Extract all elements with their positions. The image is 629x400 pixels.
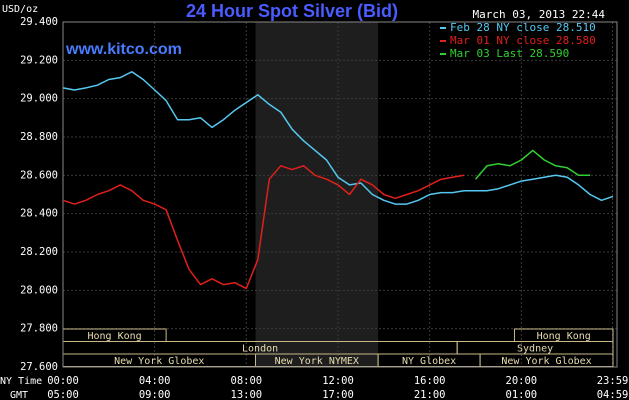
y-tick-label: 27.800 <box>20 323 58 335</box>
session-label: Sydney <box>517 343 553 354</box>
session-label: NY Globex <box>402 356 456 367</box>
y-tick-label: 28.800 <box>20 131 58 143</box>
x-row-label: NY Time <box>0 376 42 387</box>
x-tick-label: 16:00 <box>414 375 446 387</box>
plot-frame <box>62 21 618 368</box>
session-label: Hong Kong <box>87 331 141 342</box>
x2-tick-label: 17:00 <box>322 389 354 400</box>
legend-label: Mar 01 NY close 28.580 <box>450 34 596 47</box>
x-tick-label: 00:00 <box>47 375 79 387</box>
session-label: Hong Kong <box>537 331 591 342</box>
x2-tick-label: 13:00 <box>231 389 263 400</box>
session-label: London <box>242 343 278 354</box>
legend-label: Feb 28 NY close 28.510 <box>450 21 596 34</box>
y-tick-label: 28.200 <box>20 246 58 258</box>
y-tick-label: 28.600 <box>20 169 58 181</box>
series-line <box>62 71 614 205</box>
x-tick-label: 04:00 <box>139 375 171 387</box>
x-tick-label: 23:59 <box>597 375 629 387</box>
y-tick-label: 28.400 <box>20 208 58 220</box>
series-line <box>474 149 591 180</box>
legend-label: Mar 03 Last 28.590 <box>450 47 569 60</box>
y-tick-label: 28.000 <box>20 284 58 296</box>
chart-title: 24 Hour Spot Silver (Bid) <box>186 1 398 21</box>
x2-tick-label: 04:59 <box>597 389 629 400</box>
x-tick-label: 20:00 <box>506 375 538 387</box>
watermark: www.kitco.com <box>65 41 182 58</box>
x2-tick-label: 09:00 <box>139 389 171 400</box>
session-label: New York NYMEX <box>275 356 359 367</box>
y-tick-label: 29.400 <box>20 16 58 28</box>
session-label: New York Globex <box>501 356 591 367</box>
x-tick-label: 08:00 <box>231 375 263 387</box>
x2-tick-label: 01:00 <box>506 389 538 400</box>
series-line <box>62 165 465 290</box>
y-tick-label: 29.000 <box>20 93 58 105</box>
timestamp: March 03, 2013 22:44 <box>473 8 606 21</box>
x-tick-label: 12:00 <box>322 375 354 387</box>
y-axis-label: USD/oz <box>2 4 38 15</box>
x-row-label: GMT <box>10 390 28 400</box>
x2-tick-label: 05:00 <box>47 389 79 400</box>
highlight-band <box>255 22 379 367</box>
y-tick-label: 29.200 <box>20 54 58 66</box>
session-label: New York Globex <box>114 356 204 367</box>
x2-tick-label: 21:00 <box>414 389 446 400</box>
y-tick-label: 27.600 <box>20 361 58 373</box>
